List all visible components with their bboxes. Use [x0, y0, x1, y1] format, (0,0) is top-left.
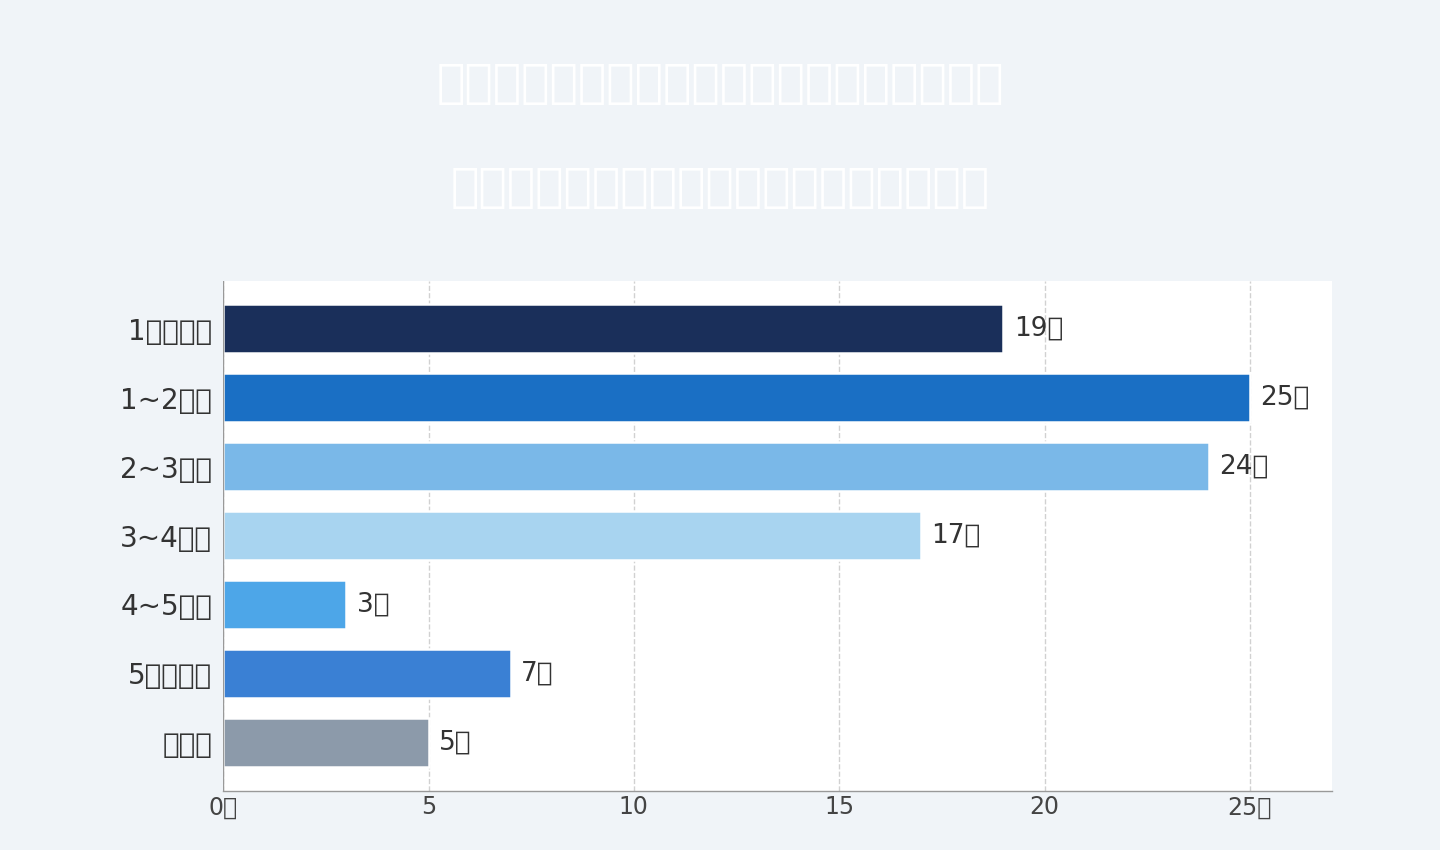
Bar: [223, 372, 1250, 422]
Bar: [223, 442, 1208, 491]
Text: 5人: 5人: [439, 729, 471, 756]
Bar: [223, 511, 922, 560]
Text: 7人: 7人: [521, 660, 553, 687]
Bar: [223, 649, 511, 699]
Text: 24人: 24人: [1220, 454, 1269, 479]
Bar: [223, 303, 1004, 354]
Text: 19人: 19人: [1014, 315, 1063, 342]
Text: 17人: 17人: [932, 523, 981, 548]
Text: 節約効果があった？」についての回答結果: 節約効果があった？」についての回答結果: [451, 167, 989, 212]
Text: 3人: 3人: [357, 592, 389, 617]
Bar: [223, 717, 429, 768]
Bar: [223, 580, 347, 629]
Text: 25人: 25人: [1260, 384, 1309, 411]
Text: 「借金返済の工夫でおおよそ月どれくらいの: 「借金返済の工夫でおおよそ月どれくらいの: [436, 62, 1004, 107]
